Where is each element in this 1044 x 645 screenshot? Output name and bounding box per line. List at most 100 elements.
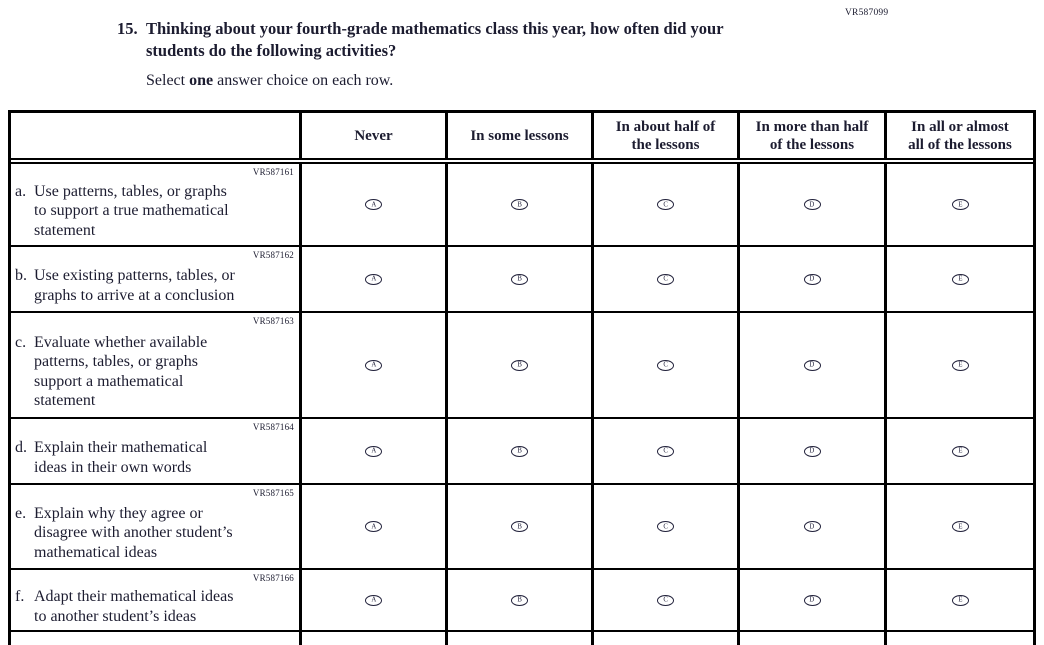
table-header-row: Never In some lessons In about half of t… <box>11 113 1033 164</box>
answer-bubble[interactable]: C <box>657 273 674 285</box>
answer-option-cell: B <box>448 570 594 630</box>
row-label-cell: VR587165 e. Explain why they agree or di… <box>11 485 302 568</box>
cutoff-cell <box>11 632 302 645</box>
answer-bubble[interactable]: E <box>951 594 969 606</box>
answer-option-cell: A <box>302 313 448 417</box>
instruction-suffix: answer choice on each row. <box>213 72 394 89</box>
answer-bubble[interactable]: B <box>511 199 528 210</box>
bubble-letter: A <box>371 360 376 369</box>
frequency-matrix-table: Never In some lessons In about half of t… <box>8 110 1036 645</box>
answer-option-cell: D <box>740 313 887 417</box>
answer-bubble[interactable]: E <box>951 445 969 457</box>
answer-bubble[interactable]: D <box>803 521 821 532</box>
row-label-cell: VR587162 b. Use existing patterns, table… <box>11 247 302 311</box>
question-text: Thinking about your fourth-grade mathema… <box>146 19 724 60</box>
bubble-letter: C <box>663 522 668 530</box>
bubble-letter: D <box>809 200 815 208</box>
page-form-code: VR587099 <box>845 8 889 18</box>
bubble-letter: C <box>663 200 668 208</box>
row-activity-text: Adapt their mathematical ideas to anothe… <box>34 588 234 625</box>
row-label-cell: VR587161 a. Use patterns, tables, or gra… <box>11 164 302 245</box>
answer-bubble[interactable]: D <box>803 445 821 457</box>
row-label-cell: VR587163 c. Evaluate whether available p… <box>11 313 302 417</box>
row-letter: c. <box>15 333 27 351</box>
bubble-letter: E <box>957 522 963 530</box>
header-blank-cell <box>11 113 302 158</box>
answer-bubble[interactable]: D <box>803 359 821 371</box>
answer-bubble[interactable]: A <box>365 521 382 532</box>
bubble-letter: B <box>517 595 522 604</box>
table-cutoff-row <box>11 630 1033 645</box>
answer-bubble[interactable]: B <box>511 594 528 606</box>
answer-bubble[interactable]: A <box>365 445 382 457</box>
answer-option-cell: B <box>448 485 594 568</box>
row-label-wrap: a. Use patterns, tables, or graphs to su… <box>15 180 294 242</box>
answer-bubble[interactable]: C <box>657 199 674 210</box>
bubble-letter: A <box>371 446 376 455</box>
answer-bubble[interactable]: D <box>803 199 821 210</box>
answer-option-cell: A <box>302 570 448 630</box>
answer-option-cell: D <box>740 485 887 568</box>
bubble-letter: A <box>371 595 376 604</box>
bubble-letter: D <box>809 274 815 283</box>
cutoff-cell <box>740 632 887 645</box>
row-label-line: b. Use existing patterns, tables, or gra… <box>15 266 294 305</box>
bubble-letter: A <box>371 274 376 283</box>
bubble-letter: D <box>809 595 815 604</box>
answer-bubble[interactable]: C <box>657 521 674 532</box>
row-letter: a. <box>15 182 27 200</box>
answer-bubble[interactable]: B <box>511 521 528 532</box>
answer-bubble[interactable]: C <box>657 594 674 606</box>
answer-bubble[interactable]: A <box>365 594 382 606</box>
table-row: VR587164 d. Explain their mathematical i… <box>11 417 1033 483</box>
row-letter: b. <box>15 267 27 284</box>
bubble-letter: C <box>663 274 668 283</box>
bubble-letter: C <box>663 360 668 369</box>
answer-bubble[interactable]: A <box>365 199 382 210</box>
answer-option-cell: E <box>887 419 1033 483</box>
bubble-letter: B <box>517 200 522 208</box>
row-label-line: d. Explain their mathematical ideas in t… <box>15 438 294 477</box>
row-activity-text: Evaluate whether available patterns, tab… <box>34 333 208 410</box>
answer-bubble[interactable]: E <box>951 521 969 532</box>
question-number: 15. <box>117 19 138 38</box>
row-vr-code: VR587166 <box>252 573 294 583</box>
cutoff-cell <box>594 632 740 645</box>
row-vr-code: VR587164 <box>252 422 294 432</box>
answer-bubble[interactable]: A <box>365 273 382 285</box>
answer-bubble[interactable]: B <box>511 273 528 285</box>
bubble-letter: A <box>371 522 376 530</box>
answer-option-cell: D <box>740 247 887 311</box>
row-activity-text: Use existing patterns, tables, or graphs… <box>34 267 235 304</box>
bubble-letter: E <box>957 360 963 369</box>
answer-option-cell: C <box>594 164 740 245</box>
bubble-letter: B <box>517 274 522 283</box>
row-letter: d. <box>15 439 27 456</box>
answer-bubble[interactable]: C <box>657 359 674 371</box>
answer-bubble[interactable]: A <box>365 359 382 371</box>
bubble-letter: D <box>809 446 815 455</box>
answer-bubble[interactable]: B <box>511 445 528 457</box>
answer-option-cell: B <box>448 419 594 483</box>
answer-option-cell: A <box>302 164 448 245</box>
row-vr-code: VR587162 <box>252 250 294 260</box>
answer-bubble[interactable]: E <box>951 359 969 371</box>
row-label-wrap: d. Explain their mathematical ideas in t… <box>15 435 294 480</box>
row-activity-text: Use patterns, tables, or graphs to suppo… <box>34 182 229 239</box>
bubble-letter: B <box>517 360 522 369</box>
header-more-than-half-of-lessons: In more than half of the lessons <box>740 113 887 158</box>
answer-option-cell: D <box>740 570 887 630</box>
answer-bubble[interactable]: D <box>803 594 821 606</box>
row-vr-code: VR587163 <box>252 316 294 326</box>
answer-bubble[interactable]: B <box>511 359 528 371</box>
cutoff-cell <box>448 632 594 645</box>
answer-bubble[interactable]: D <box>803 273 821 285</box>
row-label-wrap: c. Evaluate whether available patterns, … <box>15 329 294 414</box>
bubble-letter: B <box>517 446 522 455</box>
answer-bubble[interactable]: E <box>951 199 969 210</box>
table-row: VR587165 e. Explain why they agree or di… <box>11 483 1033 568</box>
answer-bubble[interactable]: E <box>951 273 969 285</box>
answer-bubble[interactable]: C <box>657 445 674 457</box>
row-vr-code: VR587161 <box>252 167 294 177</box>
